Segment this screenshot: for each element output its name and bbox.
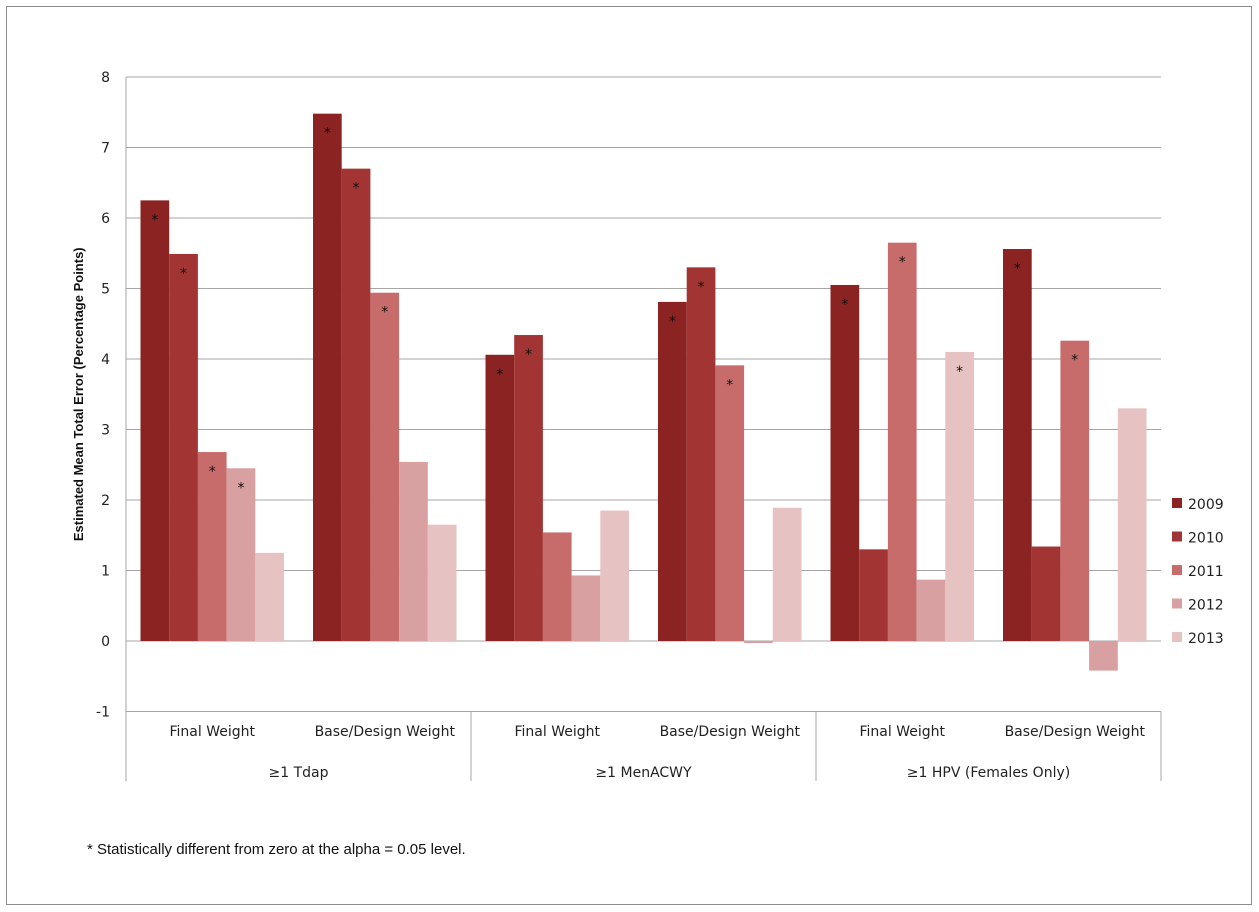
significance-marker: *: [237, 480, 244, 496]
bar: [226, 468, 256, 641]
y-tick-label: 3: [101, 423, 110, 439]
x-tick-label: Base/Design Weight: [315, 724, 456, 740]
bar: [169, 253, 198, 641]
bar: [1089, 641, 1118, 671]
gridlines: [126, 76, 1161, 712]
bar: [945, 351, 974, 641]
significance-marker: *: [324, 126, 331, 142]
y-axis-title: Estimated Mean Total Error (Percentage P…: [71, 247, 86, 541]
legend-label: 2011: [1188, 564, 1224, 580]
y-tick-label: 7: [101, 141, 110, 157]
bar: [370, 292, 400, 641]
bar: [514, 335, 543, 641]
bar: [715, 365, 745, 641]
legend-swatch: [1172, 498, 1182, 508]
x-group-label: ≥1 HPV (Females Only): [907, 765, 1070, 781]
y-tick-label: 1: [101, 564, 110, 580]
x-group-label: ≥1 MenACWY: [595, 765, 692, 781]
bar: [485, 354, 515, 641]
significance-marker: *: [1014, 261, 1021, 277]
x-tick-label: Final Weight: [170, 724, 256, 740]
significance-marker: *: [151, 212, 158, 228]
legend-label: 2010: [1188, 531, 1224, 547]
significance-marker: *: [353, 181, 360, 197]
legend-label: 2009: [1188, 497, 1224, 513]
y-tick-label: 5: [101, 282, 110, 298]
legend-swatch: [1172, 632, 1182, 642]
bar: [341, 168, 371, 641]
bar-chart: * * * * * * * * * * * * * * * * * -1 0 1 2 3 4 5 6 7 8 Final Weigh…: [71, 70, 1224, 781]
bar: [313, 113, 342, 641]
y-tick-label: 4: [101, 352, 110, 368]
y-tick-label: 2: [101, 493, 110, 509]
bar: [1003, 249, 1032, 641]
y-tick-label: 0: [101, 634, 110, 650]
y-tick-label: 6: [101, 211, 110, 227]
significance-marker: *: [180, 266, 187, 282]
bar: [887, 242, 917, 642]
bar: [772, 507, 802, 641]
significance-marker: *: [841, 297, 848, 313]
bars: * * * * * * * * * * * * * * * * *: [140, 113, 1147, 671]
x-tick-label: Final Weight: [515, 724, 601, 740]
axes: -1 0 1 2 3 4 5 6 7 8 Final Weight Base/Design Weigh…: [96, 70, 1162, 781]
bar: [427, 524, 457, 641]
bar: [542, 532, 572, 641]
bar: [1031, 546, 1061, 641]
bar: [1060, 340, 1090, 641]
x-tick-label: Base/Design Weight: [660, 724, 801, 740]
bar: [571, 575, 601, 641]
bar: [686, 267, 716, 641]
significance-marker: *: [381, 305, 388, 321]
bar: [140, 200, 170, 641]
x-group-label: ≥1 Tdap: [269, 765, 329, 781]
significance-marker: *: [726, 377, 733, 393]
significance-marker: *: [698, 279, 705, 295]
legend-swatch: [1172, 598, 1182, 609]
significance-marker: *: [525, 347, 532, 363]
bar: [600, 510, 629, 641]
bar: [1117, 408, 1147, 641]
x-tick-label: Final Weight: [860, 724, 946, 740]
bar: [744, 641, 773, 644]
legend-label: 2012: [1188, 598, 1224, 614]
bar: [255, 552, 284, 641]
bar: [658, 301, 687, 641]
significance-marker: *: [209, 464, 216, 480]
chart-frame: * * * * * * * * * * * * * * * * * -1 0 1 2 3 4 5 6 7 8 Final Weigh…: [6, 6, 1252, 905]
bar: [830, 284, 860, 641]
bar: [197, 452, 227, 641]
legend-label: 2013: [1188, 631, 1224, 647]
legend-swatch: [1172, 531, 1182, 542]
bar: [399, 461, 428, 641]
legend: 2009 2010 2011 2012 2013: [1172, 497, 1224, 647]
significance-marker: *: [669, 314, 676, 330]
legend-swatch: [1172, 565, 1182, 575]
significance-marker: *: [899, 255, 906, 271]
y-tick-label: 8: [101, 70, 110, 86]
bar: [859, 549, 888, 641]
x-tick-label: Base/Design Weight: [1005, 724, 1146, 740]
bar: [916, 579, 946, 641]
significance-marker: *: [1071, 353, 1078, 369]
y-tick-label: -1: [96, 705, 110, 721]
significance-marker: *: [956, 364, 963, 380]
significance-marker: *: [496, 367, 503, 383]
footnote: * Statistically different from zero at t…: [87, 841, 466, 858]
